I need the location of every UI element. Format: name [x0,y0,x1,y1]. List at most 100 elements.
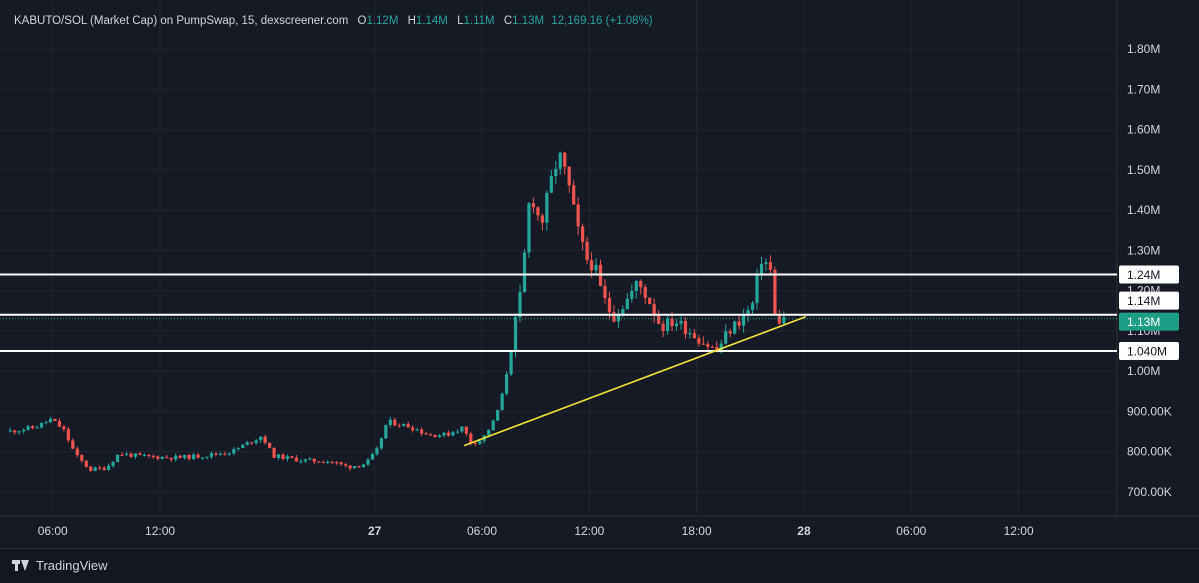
price-labels: 1.24M 1.14M 1.13M 1.040M [1119,265,1179,360]
candle-body [39,422,44,428]
candle-body [200,457,205,459]
candle-body [8,430,12,432]
candle-body [531,203,536,208]
hline-price-label: 1.14M [1127,294,1160,308]
candle-body [567,166,571,186]
candle-body [147,454,151,456]
candle-body [768,262,773,270]
candle-body [652,304,656,316]
candle-body [630,290,634,299]
symbol-legend: KABUTO/SOL (Market Cap) on PumpSwap, 15,… [14,15,653,27]
candle-body [281,454,285,459]
candle-body [241,444,245,448]
candle-body [504,374,509,394]
candle-body [500,393,504,410]
candle-body [634,281,638,291]
x-tick-label: 27 [368,524,382,538]
candle-body [446,432,451,436]
candle-body [317,461,321,463]
candle-body [585,241,589,261]
candle-body [688,333,692,335]
current-price-label: 1.13M [1127,315,1160,329]
tradingview-icon [12,560,30,571]
candle-body [733,321,737,334]
candle-body [428,434,433,436]
candle-body [692,333,697,339]
candle-body [509,351,513,375]
candle-body [290,456,294,458]
hline-price-label: 1.040M [1127,344,1167,358]
y-tick-label: 1.80M [1127,42,1160,56]
candle-body [285,456,290,459]
candle-body [536,207,540,216]
candle-body [612,312,616,322]
candle-body [643,287,647,298]
hline-price-label-box [1119,291,1179,310]
candle-body [205,456,209,458]
candle-body [411,427,415,431]
candle-body [156,456,160,459]
candle-body [223,453,227,455]
candle-body [232,448,236,454]
candle-body [335,462,339,464]
candle-body [648,297,652,305]
candle-body [657,315,661,324]
hline-price-label-box [1119,341,1179,360]
candle-body [661,323,665,331]
candle-body [393,419,397,426]
candle-body [276,454,281,458]
price-chart[interactable]: 700.00K800.00K900.00K1.00M1.10M1.20M1.30… [0,0,1199,548]
tradingview-logo[interactable]: TradingView [12,558,108,573]
y-tick-label: 1.60M [1127,123,1160,137]
brand-label: TradingView [36,558,108,573]
candle-body [558,152,562,169]
candle-body [741,315,746,326]
candle-body [397,425,401,427]
candle-body [214,453,218,455]
candle-body [245,442,249,445]
trendline [463,316,807,447]
candle-body [326,461,330,463]
candle-body [581,226,585,242]
y-tick-label: 900.00K [1127,404,1172,418]
candle-body [522,252,527,293]
candle-body [719,343,723,351]
candle-body [750,303,755,310]
candle-body [406,423,410,428]
candle-body [35,427,39,429]
candle-body [616,314,621,322]
time-axis[interactable]: 06:00 12:00 27 06:00 12:00 18:00 28 06:00 12:00 [38,524,1034,538]
candle-body [48,418,53,423]
x-tick-label: 18:00 [682,524,712,538]
y-tick-label: 1.50M [1127,163,1160,177]
candle-body [312,458,316,462]
candle-body [589,260,594,271]
candle-body [607,297,612,313]
candle-body [782,317,786,324]
candle-body [183,455,187,458]
candle-body [22,429,26,432]
candle-body [710,346,714,348]
candle-body [352,466,357,469]
change-value: 12,169.16 (+1.08%) [551,15,653,27]
x-tick-label: 12:00 [145,524,175,538]
candle-body [563,152,567,167]
candle-body [746,309,750,316]
candle-body [259,436,263,441]
close-value: 1.13M [512,15,545,27]
y-tick-label: 700.00K [1127,485,1172,499]
candle-body [759,263,764,274]
close-label: C [503,15,513,27]
candle-body [75,448,79,456]
candle-body [370,454,375,460]
candle-body [701,343,705,345]
candle-body [755,273,759,304]
candle-body [625,298,629,310]
candle-body [375,448,379,455]
high-value: 1.14M [415,15,448,27]
candle-body [80,455,84,461]
candle-body [30,426,35,429]
y-tick-label: 1.30M [1127,243,1160,257]
candle-body [527,203,531,253]
candle-body [455,431,460,433]
